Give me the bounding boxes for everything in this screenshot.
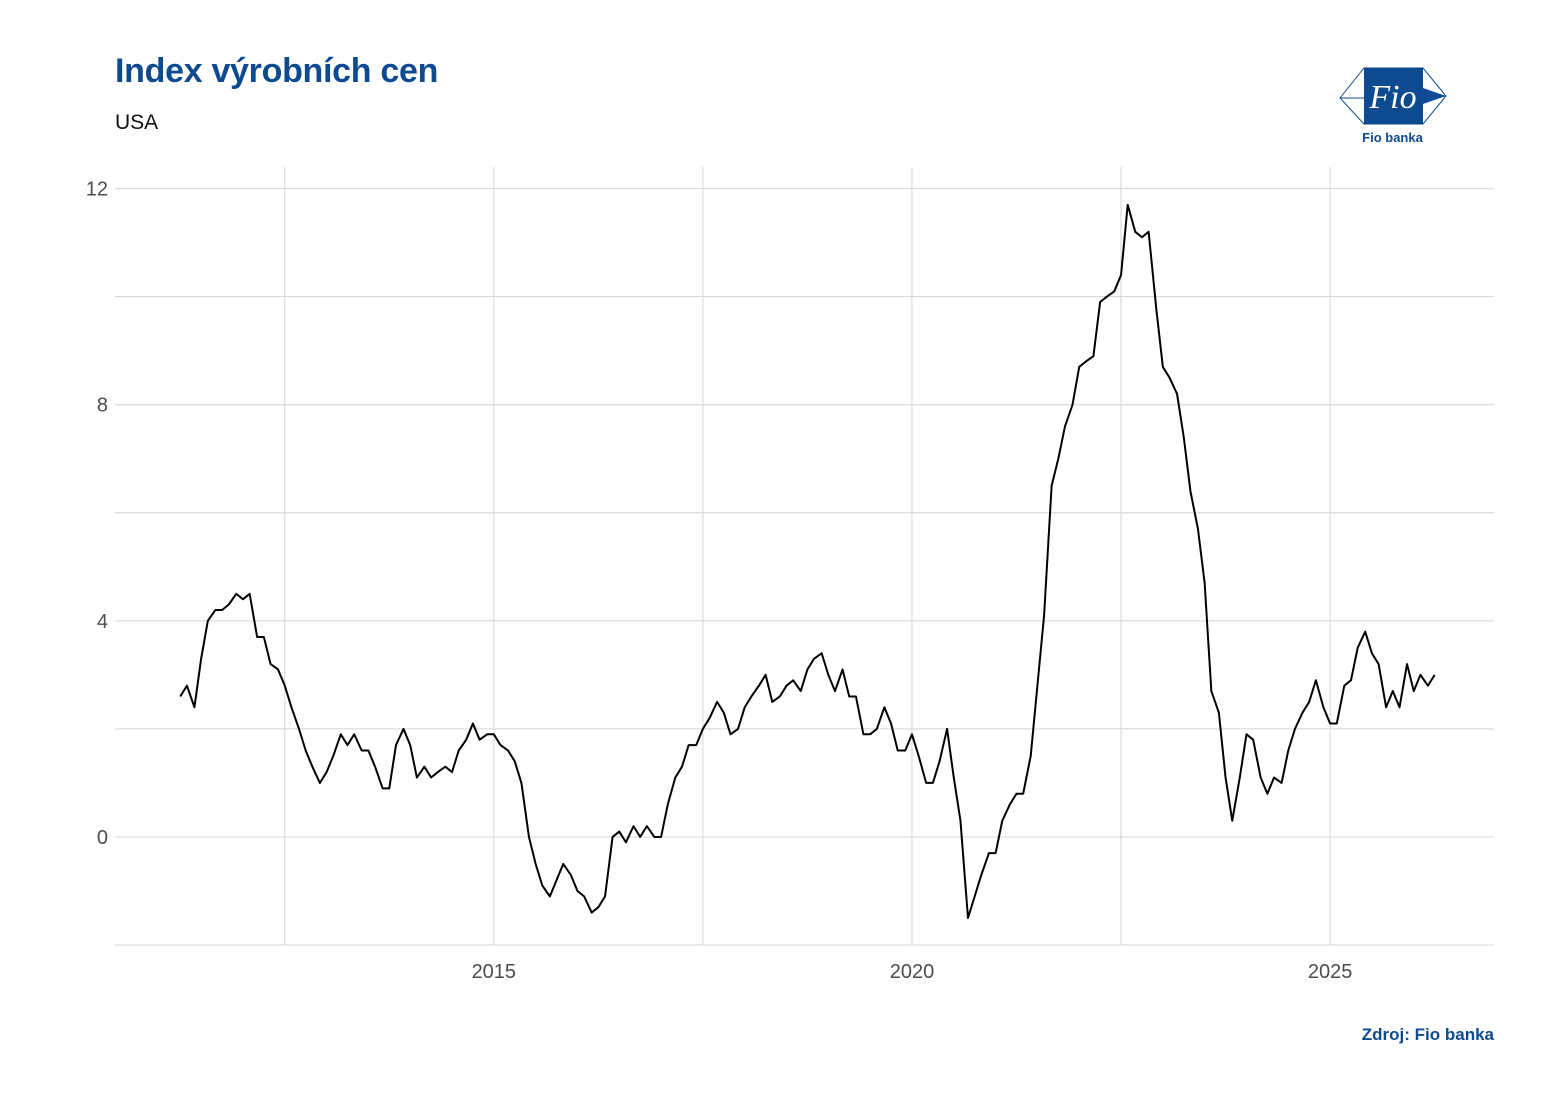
logo-mark-text: Fio [1368, 79, 1416, 116]
chart-title: Index výrobních cen [115, 52, 439, 90]
x-tick-label: 2015 [472, 961, 517, 983]
source-note: Zdroj: Fio banka [1361, 1025, 1494, 1044]
y-tick-label: 4 [97, 611, 108, 633]
y-tick-label: 0 [97, 827, 108, 849]
x-tick-label: 2020 [890, 961, 935, 983]
y-tick-label: 12 [86, 179, 108, 201]
series-line [179, 203, 1436, 919]
logo-label: Fio banka [1362, 130, 1423, 145]
x-tick-label: 2025 [1308, 961, 1353, 983]
fio-banka-logo-icon: Fio [1339, 67, 1447, 125]
y-tick-label: 8 [97, 395, 108, 417]
chart-subtitle: USA [115, 111, 159, 134]
